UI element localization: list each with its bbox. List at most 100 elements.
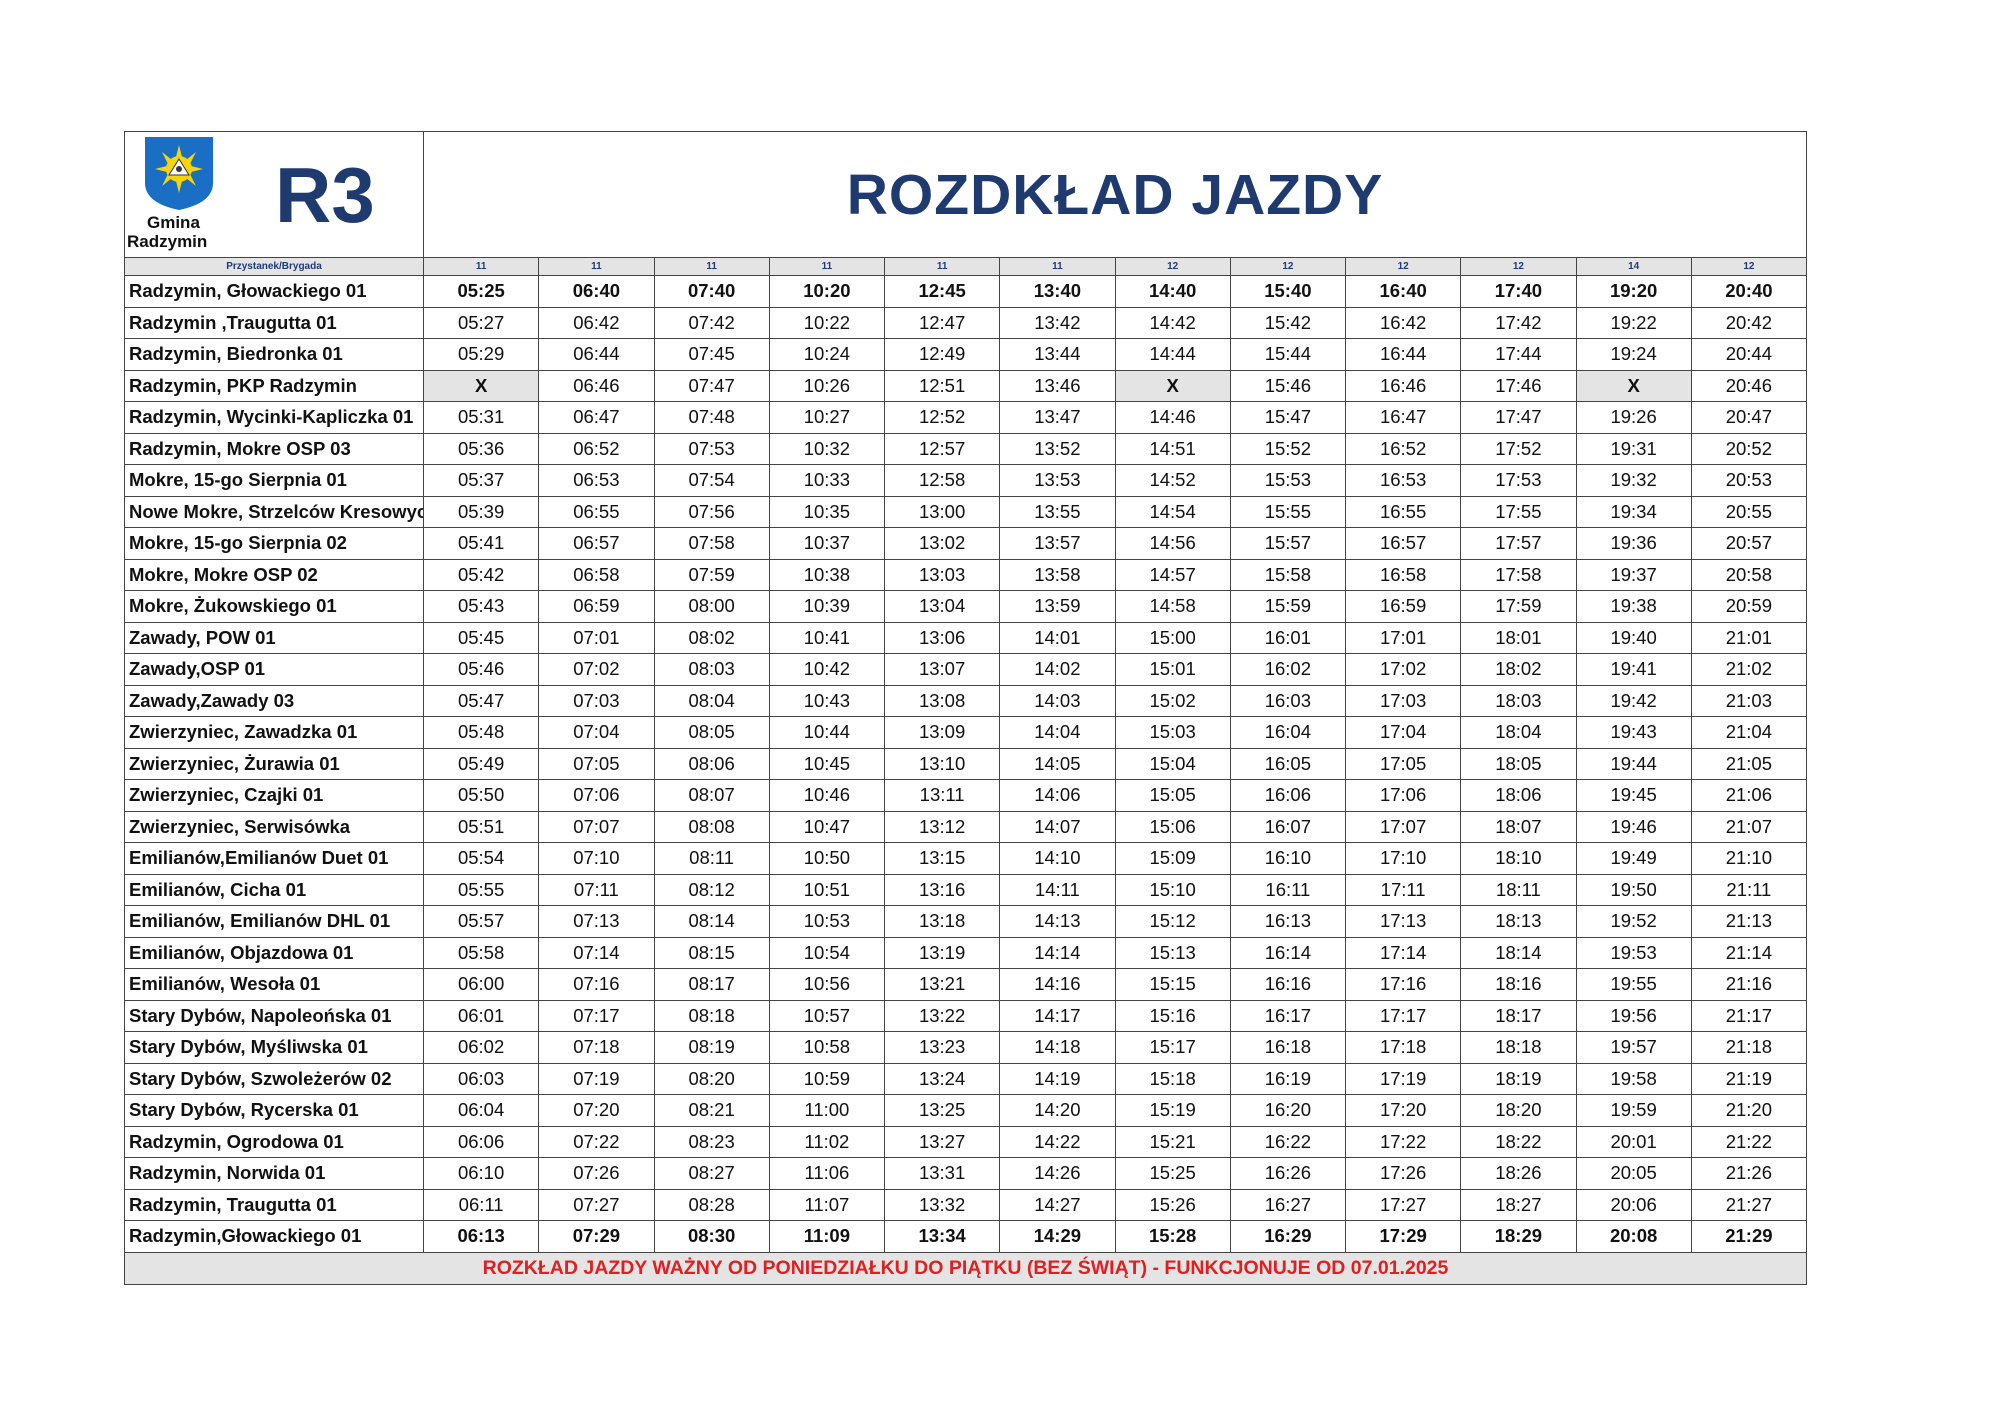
departure-time: 07:04 xyxy=(538,716,655,749)
departure-time: 07:13 xyxy=(538,905,655,938)
departure-time: 20:01 xyxy=(1575,1125,1692,1158)
departure-time: 13:07 xyxy=(883,653,1001,686)
stop-name: Stary Dybów, Napoleońska 01 xyxy=(124,999,424,1032)
departure-time: 21:19 xyxy=(1690,1062,1808,1095)
stop-name: Emilianów, Cicha 01 xyxy=(124,873,424,906)
departure-time: 14:42 xyxy=(1114,306,1231,339)
departure-time: 15:19 xyxy=(1114,1094,1231,1127)
departure-time: 17:14 xyxy=(1344,936,1462,969)
departure-time: 14:46 xyxy=(1114,401,1231,434)
departure-time: 05:37 xyxy=(422,464,540,497)
departure-time: 17:29 xyxy=(1344,1220,1462,1253)
departure-time: 19:50 xyxy=(1575,873,1692,906)
departure-time: 10:57 xyxy=(768,999,886,1032)
departure-time: 06:02 xyxy=(422,1031,540,1064)
departure-time: 17:18 xyxy=(1344,1031,1462,1064)
departure-time: 14:29 xyxy=(999,1220,1116,1253)
stop-name: Zwierzyniec, Serwisówka xyxy=(124,810,424,843)
departure-time: 10:24 xyxy=(768,338,886,371)
departure-time: 17:10 xyxy=(1344,842,1462,875)
departure-time: 08:15 xyxy=(653,936,770,969)
departure-time: 13:11 xyxy=(883,779,1001,812)
departure-time: 15:44 xyxy=(1229,338,1347,371)
stop-name: Emilianów, Objazdowa 01 xyxy=(124,936,424,969)
departure-time: 18:19 xyxy=(1460,1062,1577,1095)
departure-time: 13:00 xyxy=(883,495,1001,528)
stop-name: Emilianów, Wesoła 01 xyxy=(124,968,424,1001)
header-row: Gmina Radzymin R3 ROZDKŁAD JAZDY xyxy=(124,131,1807,258)
departure-time: 15:46 xyxy=(1229,369,1347,402)
departure-time: 13:12 xyxy=(883,810,1001,843)
departure-time: 06:06 xyxy=(422,1125,540,1158)
departure-time: 07:26 xyxy=(538,1157,655,1190)
departure-time: 06:11 xyxy=(422,1188,540,1221)
departure-time: 17:02 xyxy=(1344,653,1462,686)
departure-time: 14:26 xyxy=(999,1157,1116,1190)
departure-time: 17:19 xyxy=(1344,1062,1462,1095)
departure-time: 07:11 xyxy=(538,873,655,906)
departure-time: 07:07 xyxy=(538,810,655,843)
departure-time: 07:14 xyxy=(538,936,655,969)
departure-time: 15:21 xyxy=(1114,1125,1231,1158)
stop-name: Zawady,OSP 01 xyxy=(124,653,424,686)
departure-time: 08:14 xyxy=(653,905,770,938)
departure-time: 16:18 xyxy=(1229,1031,1347,1064)
departure-time: 08:03 xyxy=(653,653,770,686)
departure-time: 16:19 xyxy=(1229,1062,1347,1095)
departure-time: 13:44 xyxy=(999,338,1116,371)
stop-row: Zawady,OSP 01 05:46 07:02 08:03 10:42 13:07 14… xyxy=(124,653,1808,686)
departure-time: 13:22 xyxy=(883,999,1001,1032)
departure-time: 18:02 xyxy=(1460,653,1577,686)
departure-time: 08:04 xyxy=(653,684,770,717)
departure-time: 10:56 xyxy=(768,968,886,1001)
departure-time: 17:44 xyxy=(1460,338,1577,371)
departure-time: 11:09 xyxy=(768,1220,886,1253)
stop-name: Mokre, 15-go Sierpnia 01 xyxy=(124,464,424,497)
departure-time: 16:53 xyxy=(1344,464,1462,497)
departure-time: 19:52 xyxy=(1575,905,1692,938)
departure-time: 07:16 xyxy=(538,968,655,1001)
departure-time: 17:16 xyxy=(1344,968,1462,1001)
departure-time: 14:52 xyxy=(1114,464,1231,497)
departure-time: 15:58 xyxy=(1229,558,1347,591)
stop-name: Radzymin, Norwida 01 xyxy=(124,1157,424,1190)
stop-name: Emilianów,Emilianów Duet 01 xyxy=(124,842,424,875)
stop-row: Mokre, Mokre OSP 02 05:42 06:58 07:59 10:38 1… xyxy=(124,558,1808,591)
departure-time: 15:12 xyxy=(1114,905,1231,938)
departure-time: 17:57 xyxy=(1460,527,1577,560)
departure-time: 15:59 xyxy=(1229,590,1347,623)
departure-time: 12:57 xyxy=(883,432,1001,465)
departure-time: 15:00 xyxy=(1114,621,1231,654)
departure-time: 12:51 xyxy=(883,369,1001,402)
departure-time: 15:25 xyxy=(1114,1157,1231,1190)
departure-time: 13:27 xyxy=(883,1125,1001,1158)
departure-time: 10:45 xyxy=(768,747,886,780)
stop-row: Nowe Mokre, Strzelców Kresowyc 05:39 06:55… xyxy=(124,495,1808,528)
departure-time: 16:46 xyxy=(1344,369,1462,402)
departure-time: 08:12 xyxy=(653,873,770,906)
departure-time: 16:29 xyxy=(1229,1220,1347,1253)
departure-time: 10:33 xyxy=(768,464,886,497)
departure-time: 21:18 xyxy=(1690,1031,1808,1064)
departure-time: 15:15 xyxy=(1114,968,1231,1001)
departure-time: 21:17 xyxy=(1690,999,1808,1032)
departure-time: 21:07 xyxy=(1690,810,1808,843)
departure-time: 07:29 xyxy=(538,1220,655,1253)
departure-time: 20:08 xyxy=(1575,1220,1692,1253)
departure-time: 13:55 xyxy=(999,495,1116,528)
departure-time: 15:02 xyxy=(1114,684,1231,717)
stop-row: Radzymin, Biedronka 01 05:29 06:44 07:45 10:… xyxy=(124,338,1808,371)
departure-time: 10:39 xyxy=(768,590,886,623)
departure-time: 13:24 xyxy=(883,1062,1001,1095)
departure-time: 13:31 xyxy=(883,1157,1001,1190)
departure-time: 05:27 xyxy=(422,306,540,339)
departure-time: 16:20 xyxy=(1229,1094,1347,1127)
departure-time: 13:10 xyxy=(883,747,1001,780)
departure-time: 07:02 xyxy=(538,653,655,686)
departure-time: 15:18 xyxy=(1114,1062,1231,1095)
departure-time: 13:58 xyxy=(999,558,1116,591)
departure-time: 07:58 xyxy=(653,527,770,560)
departure-time: 10:44 xyxy=(768,716,886,749)
departure-time: 19:31 xyxy=(1575,432,1692,465)
departure-time: 14:01 xyxy=(999,621,1116,654)
